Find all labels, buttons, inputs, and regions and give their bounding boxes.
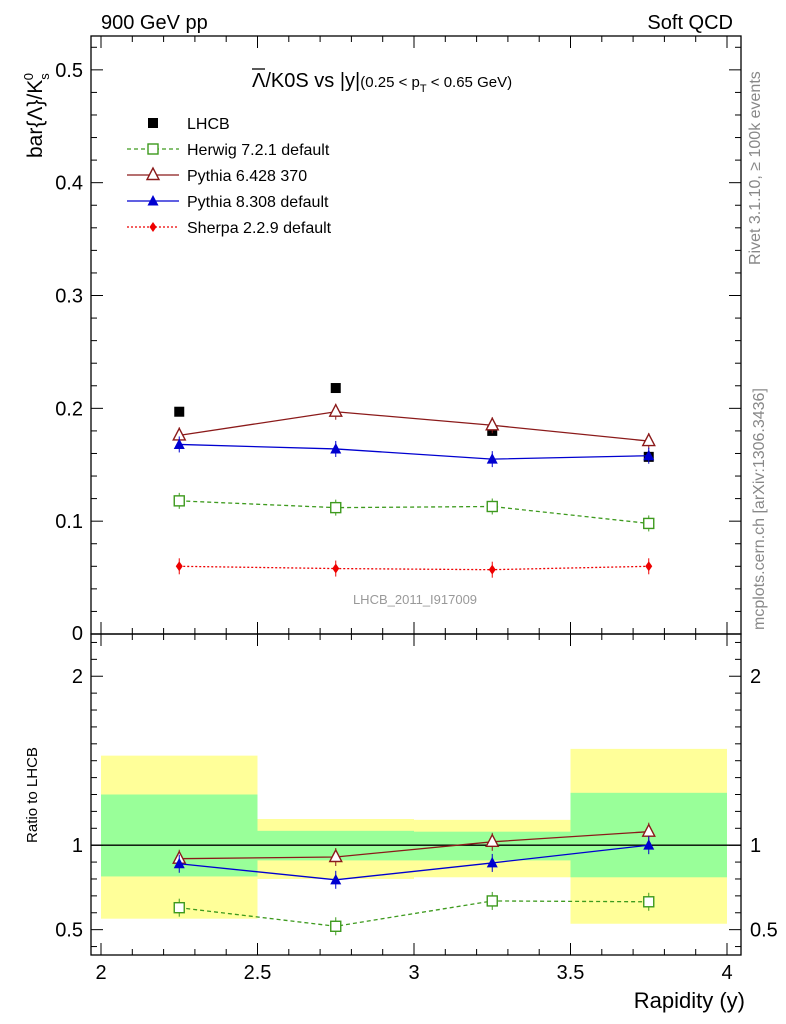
main-series-line [179,500,649,525]
main-ytick-label: 0.3 [55,286,83,308]
legend-marker [147,195,159,206]
ratio-xtick-label: 2 [95,962,106,984]
rivet-label: Rivet 3.1.10, ≥ 100k events [747,71,764,265]
main-data-point [173,495,185,507]
title-cut-suffix: < 0.65 GeV) [427,74,512,91]
ratio-series-line [179,900,649,927]
legend-marker [149,222,157,232]
title-cut-prefix: (0.25 < p [360,74,420,91]
main-data-point [643,449,655,461]
analysis-watermark: LHCB_2011_I917009 [353,592,477,607]
main-ytick-label: 0.5 [55,60,83,82]
legend: LHCB Herwig 7.2.1 default Pythia 6.428 370… [127,116,332,237]
main-data-point [332,563,340,574]
ratio-data-point [330,873,342,885]
main-ytick-label: 0.2 [55,398,83,420]
ratio-series-line [179,844,649,881]
ratio-xtick-label: 2.5 [244,962,272,984]
legend-label: LHCB [187,116,230,133]
header-left: 900 GeV pp [101,12,208,34]
ratio-ytick-label-right: 1 [750,835,761,857]
ratio-panel: 0.5 0.5 1 1 2 2 2 2.5 3 3.5 4 [55,633,778,984]
ratio-ytick-label-right: 2 [750,666,761,688]
main-data-point [330,501,342,514]
main-data-point [328,403,343,417]
legend-marker [148,118,158,128]
y-axis-label-sub: s [37,73,52,80]
ratio-ytick-label-left: 1 [72,835,83,857]
main-panel: 0.1 0.2 0.3 0.4 0.5 0 [55,35,742,645]
main-data-point [175,561,183,572]
ratio-ytick-label-left: 2 [72,666,83,688]
ratio-frame [90,633,742,956]
ratio-data-point [641,823,656,837]
title-lambda: Λ [252,70,266,92]
legend-marker [145,166,161,181]
ratio-data-point [643,839,655,850]
legend-label: Herwig 7.2.1 default [187,142,330,159]
main-ytick-label: 0.1 [55,511,83,533]
main-data-point [174,406,185,417]
legend-label: Pythia 6.428 370 [187,168,307,185]
main-series-line [179,443,649,460]
ratio-data-point [643,896,655,908]
title-main: /K0S vs |y| [265,70,360,92]
ratio-ytick-label-left: 0.5 [55,920,83,942]
main-data-point [485,416,500,431]
main-ytick-label: 0.4 [55,173,83,195]
ratio-data-point [330,920,342,932]
y-axis-label-ratio: Ratio to LHCB [24,747,41,843]
ratio-data-point [485,833,500,848]
main-data-point [486,453,498,464]
legend-label: Pythia 8.308 default [187,194,329,211]
ratio-xtick-label: 3.5 [557,962,585,984]
legend-label: Sherpa 2.2.9 default [187,220,332,237]
legend-marker [147,143,159,155]
main-series-line [179,565,649,571]
main-data-point [173,438,185,449]
main-data-point [641,432,656,447]
ratio-data-point [486,895,498,907]
ratio-xtick-label: 3 [408,962,419,984]
main-series-line [179,411,649,442]
y-axis-label-main: bar{Λ}/Ks0 [21,73,52,158]
ratio-data-point [173,857,185,869]
main-data-point [330,383,341,394]
ratio-ytick-label-right: 0.5 [750,920,778,942]
main-data-point [643,517,655,530]
main-ytick-label-zero: 0 [72,623,83,645]
y-axis-label-sup: 0 [21,73,36,80]
header-right: Soft QCD [647,12,733,34]
ratio-xtick-label: 4 [721,962,732,984]
y-axis-label-text: bar{Λ}/K [24,80,47,158]
main-data-point [645,561,653,572]
title-cut-sub: T [420,83,427,95]
ratio-data-point [328,848,343,863]
main-data-point [486,500,498,513]
ratio-series-line [179,831,649,860]
main-data-point [330,442,342,454]
ratio-data-point [173,901,185,914]
chart-title: Λ/K0S vs |y|(0.25 < pT < 0.65 GeV) [252,70,512,95]
main-data-point [488,564,496,575]
ratio-data-point [486,856,498,868]
mcplots-label: mcplots.cern.ch [arXiv:1306.3436] [751,388,768,630]
x-axis-label: Rapidity (y) [634,988,745,1013]
